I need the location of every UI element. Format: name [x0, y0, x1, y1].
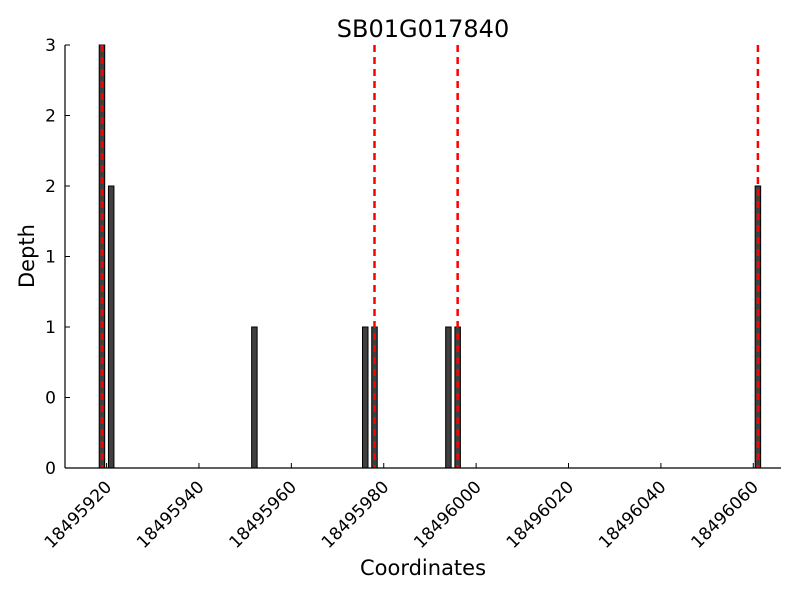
y-ticks-layer: 0 0 1 1 2 2 3: [45, 36, 70, 479]
axes-layer: [64, 45, 781, 469]
bar: [251, 326, 258, 469]
x-tick-label: 18495960: [226, 477, 301, 552]
y-tick-label: 0: [45, 459, 56, 479]
y-tick-label: 1: [45, 318, 56, 338]
bars-layer: [98, 44, 762, 469]
x-tick-label: 18495920: [41, 477, 116, 552]
y-tick-label: 1: [45, 248, 56, 268]
y-tick-label: 2: [45, 107, 56, 127]
x-tick-label: 18496060: [687, 477, 762, 552]
bar: [107, 185, 115, 469]
bar: [445, 326, 452, 469]
x-tick-label: 18496000: [410, 477, 485, 552]
y-tick-label: 3: [45, 36, 56, 56]
x-tick-label: 18496040: [595, 477, 670, 552]
bar: [362, 326, 369, 469]
x-tick-label: 18496020: [503, 477, 578, 552]
marker-lines-layer: [100, 45, 760, 468]
x-tick-label: 18495980: [318, 477, 393, 552]
y-tick-label: 0: [45, 389, 56, 409]
y-axis-label: Depth: [15, 224, 39, 288]
x-axis-label: Coordinates: [360, 556, 486, 580]
x-tick-label: 18495940: [133, 477, 208, 552]
chart-title: SB01G017840: [337, 15, 509, 43]
y-tick-label: 2: [45, 177, 56, 197]
x-ticks-layer: 18495920 18495940 18495960 18495980 18496000…: [41, 463, 763, 553]
